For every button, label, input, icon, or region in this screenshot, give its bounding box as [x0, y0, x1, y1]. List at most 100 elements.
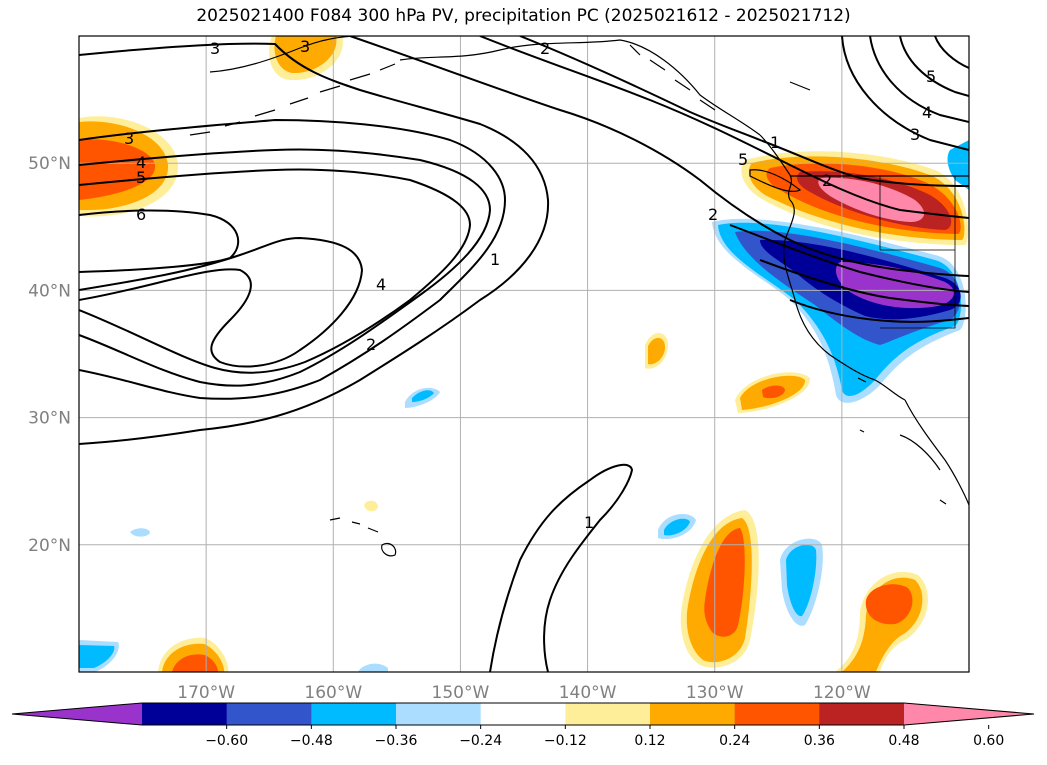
lon-tick-label: 160°W [304, 683, 362, 703]
contour-labels: 3 3 3 4 5 6 4 2 1 1 2 2 5 2 3 4 5 1 [124, 37, 936, 532]
precip-blob-tiny-neg [130, 528, 150, 537]
pv-contour [479, 36, 969, 219]
colorbar-segment [734, 703, 820, 725]
contour-label: 5 [136, 168, 146, 187]
colorbar-label: 0.48 [888, 733, 919, 749]
border-us-states [879, 176, 956, 329]
coastlines [189, 36, 969, 557]
lon-axis-labels: 170°W 160°W 150°W 140°W 130°W 120°W [177, 683, 871, 703]
pv-contour [79, 42, 550, 445]
colorbar-segment [226, 703, 312, 725]
lon-tick-label: 150°W [432, 683, 490, 703]
contour-label: 3 [910, 125, 920, 144]
colorbar-outline [11, 702, 1035, 726]
colorbar-segment [142, 703, 228, 725]
coastline-vancouver-island [749, 169, 802, 192]
precip-blob-neg-south [786, 544, 817, 617]
precip-blob-se-pos [865, 584, 913, 625]
precip-blob-east-neg [947, 140, 969, 190]
colorbar-segment [650, 703, 736, 725]
pv-contour [79, 118, 507, 400]
contour-label: 5 [738, 150, 748, 169]
pv-contour [79, 209, 364, 368]
colorbar-segment [480, 703, 566, 725]
lon-tick-label: 140°W [559, 683, 617, 703]
contour-label: 2 [366, 335, 376, 354]
contour-label: 4 [376, 275, 386, 294]
map-panel: 3 3 3 4 5 6 4 2 1 1 2 2 5 2 3 4 5 1 [79, 36, 969, 672]
precip-blob-bl-neg [79, 645, 115, 668]
colorbar-label: 0.36 [804, 733, 835, 749]
contour-label: 3 [124, 129, 134, 148]
colorbar-segment [819, 703, 905, 725]
pv-contour [489, 463, 634, 672]
precip-blob-mid-pos [762, 385, 785, 399]
coastline-bc [759, 134, 795, 241]
lat-tick-label: 20°N [28, 536, 71, 556]
contour-label: 2 [708, 205, 718, 224]
contour-label: 1 [584, 513, 594, 532]
contour-label: 3 [210, 39, 220, 58]
colorbar-label: −0.24 [459, 733, 502, 749]
coastline-alaska-south [399, 39, 761, 136]
colorbar-label: 0.12 [634, 733, 665, 749]
colorbar: −0.60 −0.48 −0.36 −0.24 −0.12 0.12 0.24 0.36 0.4… [11, 702, 1035, 749]
contour-label: 2 [540, 39, 550, 58]
precip-blob-bottom-neg [358, 663, 388, 672]
contour-label: 2 [822, 171, 832, 190]
pv-contour [789, 299, 969, 323]
contour-label: 1 [490, 250, 500, 269]
precip-blob-west-pos [79, 139, 156, 200]
pv-contour [79, 168, 472, 374]
pv-contour [934, 36, 969, 69]
coastline-islands-south [857, 377, 947, 505]
pv-contour [519, 36, 969, 187]
colorbar-extend-low [12, 703, 142, 725]
pv-contour [841, 36, 969, 151]
colorbar-label: 0.24 [719, 733, 750, 749]
pv-contour [899, 36, 969, 97]
contour-label: 5 [926, 67, 936, 86]
pv-contour [729, 224, 969, 293]
colorbar-segment [311, 703, 397, 725]
colorbar-label: 0.60 [973, 733, 1004, 749]
coastline-islands-north [629, 44, 811, 111]
precip-blob-small-pos [648, 337, 665, 365]
colorbar-label: −0.48 [290, 733, 333, 749]
map-frame [78, 35, 970, 673]
pv-contours [79, 36, 969, 672]
lon-tick-label: 170°W [177, 683, 235, 703]
pv-contour [349, 36, 969, 277]
pv-contour [79, 148, 492, 387]
precip-blob-top [274, 36, 337, 74]
lat-tick-label: 40°N [28, 281, 71, 301]
contour-label: 6 [136, 205, 146, 224]
precip-band-nw-pos [818, 177, 925, 222]
pv-contour [869, 36, 969, 123]
lat-tick-label: 50°N [28, 154, 71, 174]
lat-axis-labels: 20°N 30°N 40°N 50°N [28, 154, 71, 556]
colorbar-segment [396, 703, 482, 725]
chart-title: 2025021400 F084 300 hPa PV, precipitatio… [196, 6, 851, 26]
colorbar-label: −0.12 [544, 733, 587, 749]
precip-blob-small-neg [412, 390, 434, 402]
colorbar-segment [565, 703, 651, 725]
coastline-alaska [209, 36, 361, 73]
contour-label: 3 [300, 37, 310, 56]
pv-contour [759, 259, 969, 307]
lon-tick-label: 120°W [813, 683, 871, 703]
coastline-us-west [783, 239, 906, 401]
colorbar-label: −0.60 [205, 733, 248, 749]
lat-tick-label: 30°N [28, 409, 71, 429]
lon-tick-label: 130°W [686, 683, 744, 703]
contour-label: 4 [136, 153, 146, 172]
contour-label: 1 [770, 133, 780, 152]
colorbar-label: −0.36 [375, 733, 418, 749]
grid-lines [79, 36, 969, 672]
coastline-baja [904, 399, 969, 506]
contour-label: 4 [922, 103, 932, 122]
colorbar-extend-high [904, 703, 1034, 725]
coastline-baja-inner [899, 434, 941, 471]
precip-blob-small-neg2 [664, 518, 690, 536]
